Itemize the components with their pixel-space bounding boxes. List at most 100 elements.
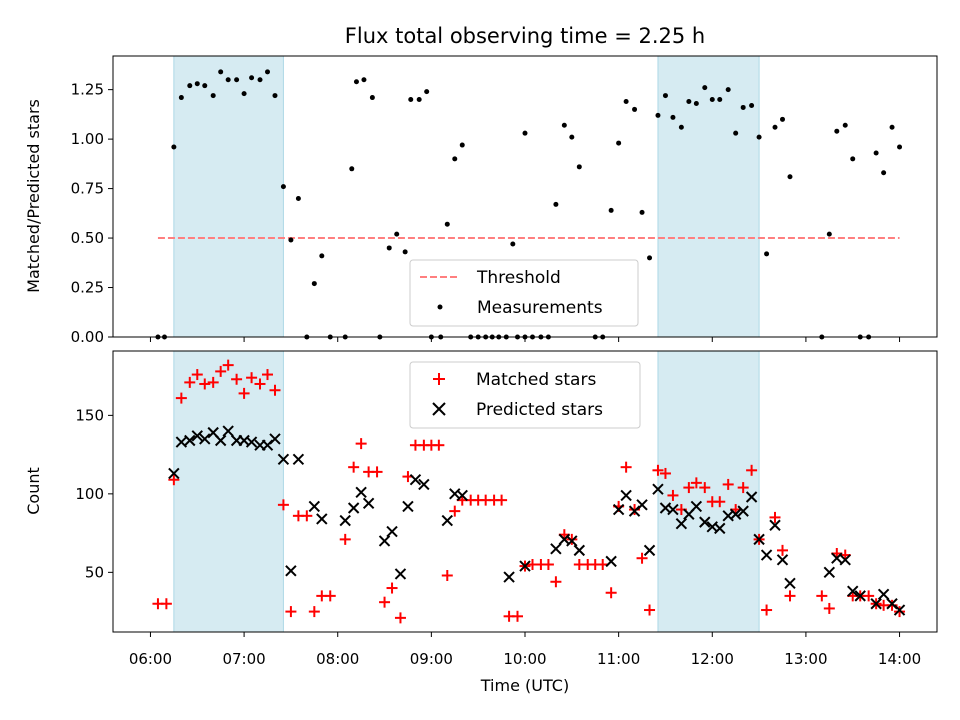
- measurements-point: [386, 245, 392, 251]
- predicted-stars-point: [573, 544, 586, 557]
- measurements-point: [647, 255, 653, 261]
- top-panel: 0.00 0.25 0.50 0.75 1.00 1.25 Matched/Predict…: [24, 55, 938, 346]
- measurements-point: [311, 281, 317, 287]
- predicted-stars-point: [199, 433, 211, 445]
- matched-stars-point: [231, 373, 243, 385]
- matched-stars-point: [277, 499, 289, 511]
- predicted-stars-point: [418, 478, 430, 491]
- measurements-point: [444, 221, 450, 227]
- predicted-stars-point: [277, 453, 290, 466]
- measurements-point: [349, 166, 355, 172]
- matched-stars-point: [512, 610, 524, 622]
- predicted-stars-point: [362, 497, 375, 509]
- measurements-point: [702, 85, 708, 91]
- measurements-point: [510, 241, 516, 247]
- predicted-stars-point: [519, 560, 531, 572]
- matched-stars-point: [690, 477, 702, 489]
- predicted-stars-point: [378, 535, 391, 547]
- x-tick-label: 13:00: [784, 650, 827, 668]
- predicted-stars-point: [409, 474, 422, 486]
- predicted-stars-point: [652, 483, 664, 495]
- measurements-point: [561, 122, 567, 128]
- measurements-point: [576, 164, 582, 170]
- x-tick-label: 09:00: [410, 650, 453, 668]
- predicted-stars-point: [285, 565, 297, 577]
- bottom-panel-frame: [112, 350, 938, 633]
- predicted-stars-point: [620, 489, 632, 502]
- matched-stars-point: [777, 544, 788, 556]
- measurements-point: [295, 195, 301, 201]
- measurements-point: [202, 83, 208, 89]
- measurements-point: [280, 184, 286, 190]
- predicted-stars-point: [316, 513, 328, 525]
- y-tick-label: 150: [75, 406, 104, 424]
- matched-stars-point: [722, 478, 734, 490]
- predicted-stars-point: [877, 588, 890, 601]
- predicted-stars-point: [355, 486, 367, 498]
- predicted-stars-point: [839, 554, 851, 566]
- measurements-point: [459, 142, 465, 148]
- predicted-stars-point: [503, 571, 515, 583]
- matched-stars-point: [324, 590, 336, 602]
- measurements-point: [756, 134, 762, 140]
- matched-legend-swatch: [433, 373, 445, 385]
- predicted-stars-point: [643, 544, 656, 557]
- measurements-point: [225, 77, 231, 83]
- y-tick-label: 0.50: [71, 229, 104, 247]
- matched-stars-point: [175, 392, 187, 404]
- measurements-point: [632, 106, 638, 112]
- matched-stars-point: [215, 365, 227, 377]
- matched-legend-label: Matched stars: [476, 370, 596, 390]
- measurements-point: [889, 124, 895, 130]
- matched-stars-point: [184, 376, 196, 388]
- matched-stars-point: [168, 474, 180, 486]
- matched-stars-point: [769, 511, 781, 523]
- matched-stars-point: [207, 376, 219, 388]
- matched-stars-point: [246, 372, 258, 384]
- x-tick-label: 12:00: [691, 650, 734, 668]
- predicted-stars-point: [870, 598, 882, 610]
- measurements-point: [873, 150, 879, 156]
- measurements-point: [178, 95, 184, 101]
- matched-stars-point: [597, 558, 609, 570]
- matched-stars-point: [620, 461, 632, 473]
- matched-stars-point: [816, 590, 828, 602]
- matched-stars-point: [308, 606, 320, 618]
- measurements-point: [171, 144, 177, 150]
- matched-stars-point: [386, 582, 398, 594]
- bottom-panel-legend-box: [409, 361, 641, 429]
- predicted-stars-point: [893, 604, 906, 616]
- chart-title: Flux total observing time = 2.25 h: [345, 24, 705, 48]
- measurements-point: [834, 128, 840, 134]
- predicted-stars-point: [292, 453, 305, 466]
- matched-stars-point: [254, 378, 266, 390]
- predicted-stars-point: [612, 503, 625, 516]
- threshold-legend-label: Threshold: [476, 268, 561, 288]
- measurements-point: [265, 69, 270, 75]
- predicted-stars-point: [847, 585, 859, 597]
- measurements-point: [639, 209, 645, 215]
- measurements-point: [194, 81, 200, 87]
- predicted-legend-label: Predicted stars: [476, 400, 603, 420]
- measurements-point: [749, 102, 755, 108]
- measurements-point: [353, 79, 359, 85]
- predicted-stars-point: [729, 508, 742, 520]
- bottom-panel-axes: 50 100 150: [75, 406, 901, 637]
- measurements-point: [725, 87, 731, 93]
- matched-stars-point: [339, 533, 351, 545]
- predicted-stars-point: [854, 590, 866, 602]
- y-tick-label: 50: [85, 563, 104, 581]
- measurements-point: [780, 116, 785, 122]
- observing-window-shade: [657, 55, 760, 338]
- matched-stars-point: [222, 359, 234, 371]
- x-tick-label: 07:00: [222, 650, 265, 668]
- matched-stars-point: [379, 596, 391, 608]
- predicted-stars-point: [222, 425, 234, 437]
- matched-stars-point: [784, 590, 796, 602]
- y-tick-label: 0.00: [71, 328, 104, 346]
- measurements-point: [787, 174, 793, 180]
- measurements-point: [218, 69, 224, 75]
- measurements-point: [678, 124, 684, 130]
- measurements-point: [764, 251, 770, 257]
- predicted-stars-point: [308, 500, 321, 513]
